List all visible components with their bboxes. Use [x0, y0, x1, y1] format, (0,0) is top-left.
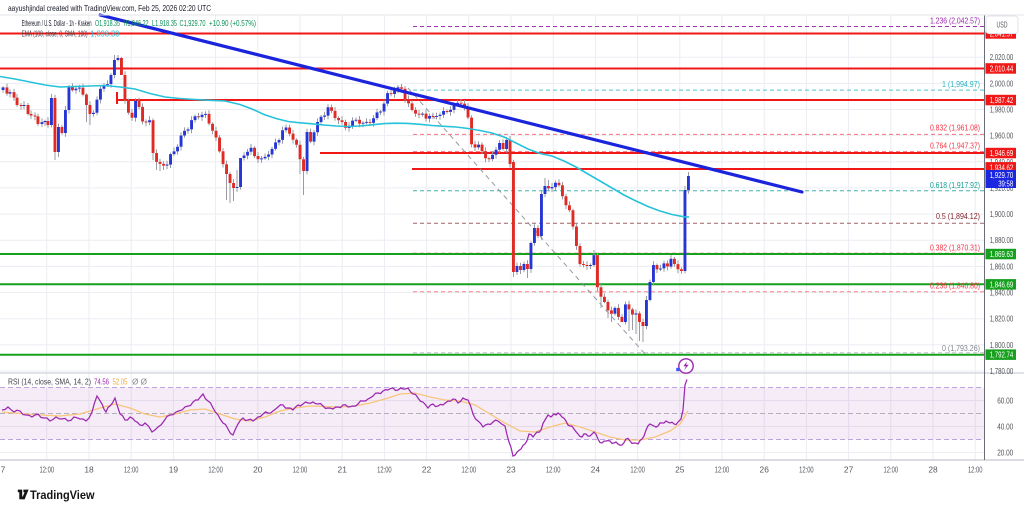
svg-text:21: 21 — [338, 465, 348, 475]
svg-text:39:58: 39:58 — [998, 180, 1013, 189]
svg-text:1,898.30: 1,898.30 — [90, 28, 119, 38]
svg-text:12:00: 12:00 — [377, 465, 392, 475]
svg-text:40.00: 40.00 — [997, 422, 1013, 432]
svg-text:12:00: 12:00 — [884, 465, 899, 475]
svg-text:27: 27 — [844, 465, 854, 475]
svg-text:18: 18 — [84, 465, 94, 475]
svg-text:26: 26 — [760, 465, 770, 475]
svg-text:1,987.42: 1,987.42 — [990, 95, 1014, 105]
svg-text:1,820.00: 1,820.00 — [990, 314, 1014, 324]
svg-text:12:00: 12:00 — [124, 465, 139, 475]
svg-text:0.5 (1,894.12): 0.5 (1,894.12) — [936, 211, 980, 221]
svg-text:24: 24 — [591, 465, 601, 475]
svg-text:1,869.63: 1,869.63 — [990, 249, 1014, 259]
svg-text:12:00: 12:00 — [715, 465, 730, 475]
svg-text:EMA (100, close, 0, SMA, 100): EMA (100, close, 0, SMA, 100) — [22, 28, 88, 38]
svg-text:1,800.00: 1,800.00 — [990, 340, 1014, 350]
svg-text:60.00: 60.00 — [997, 396, 1013, 406]
svg-text:74.56: 74.56 — [94, 377, 109, 387]
svg-text:1,934.62: 1,934.62 — [990, 162, 1014, 172]
svg-text:1,792.74: 1,792.74 — [990, 350, 1014, 360]
svg-text:USD: USD — [997, 20, 1008, 30]
svg-text:+10.90 (+0.57%): +10.90 (+0.57%) — [209, 18, 256, 28]
svg-text:aayushjindal created with Trad: aayushjindal created with TradingView.co… — [8, 4, 211, 13]
svg-text:20: 20 — [253, 465, 263, 475]
svg-text:0.618 (1,917.92): 0.618 (1,917.92) — [930, 180, 980, 190]
svg-text:1,880.00: 1,880.00 — [990, 235, 1014, 245]
svg-text:1,960.00: 1,960.00 — [990, 131, 1014, 141]
svg-text:1,780.00: 1,780.00 — [990, 366, 1014, 376]
svg-text:52.05: 52.05 — [113, 377, 128, 387]
svg-text:12:00: 12:00 — [40, 465, 55, 475]
svg-text:7: 7 — [1, 465, 6, 475]
svg-text:Ø Ø: Ø Ø — [132, 377, 147, 387]
svg-text:0.832 (1,961.08): 0.832 (1,961.08) — [930, 123, 980, 133]
svg-text:12:00: 12:00 — [462, 465, 477, 475]
svg-text:O1,918.35: O1,918.35 — [95, 18, 120, 28]
svg-text:C1,929.70: C1,929.70 — [180, 18, 206, 28]
svg-text:12:00: 12:00 — [293, 465, 308, 475]
svg-text:12:00: 12:00 — [208, 465, 223, 475]
svg-text:1.236 (2,042.57): 1.236 (2,042.57) — [930, 16, 980, 26]
svg-text:2,000.00: 2,000.00 — [990, 78, 1014, 88]
svg-text:1,846.69: 1,846.69 — [990, 279, 1014, 289]
svg-text:Ethereum / U.S. Dollar - 1h -: Ethereum / U.S. Dollar - 1h - Kraken — [22, 18, 92, 28]
svg-text:12:00: 12:00 — [630, 465, 645, 475]
svg-text:RSI (14, close, SMA, 14, 2): RSI (14, close, SMA, 14, 2) — [8, 377, 91, 387]
svg-text:1,946.69: 1,946.69 — [990, 148, 1014, 158]
svg-text:1,980.00: 1,980.00 — [990, 105, 1014, 115]
svg-text:1 (1,994.97): 1 (1,994.97) — [942, 79, 980, 89]
svg-text:1,840.00: 1,840.00 — [990, 288, 1014, 298]
svg-text:2,010.44: 2,010.44 — [990, 64, 1014, 74]
svg-text:TradingView: TradingView — [30, 488, 95, 502]
svg-text:12:00: 12:00 — [546, 465, 561, 475]
svg-text:H1,946.22: H1,946.22 — [124, 18, 149, 28]
svg-text:23: 23 — [506, 465, 516, 475]
svg-text:2,020.00: 2,020.00 — [990, 52, 1014, 62]
svg-text:1,900.00: 1,900.00 — [990, 209, 1014, 219]
svg-text:28: 28 — [928, 465, 938, 475]
svg-text:0.236 (1,840.80): 0.236 (1,840.80) — [930, 281, 980, 291]
svg-text:0.764 (1,947.37): 0.764 (1,947.37) — [930, 141, 980, 151]
svg-text:22: 22 — [422, 465, 432, 475]
svg-text:L1,918.35: L1,918.35 — [152, 18, 177, 28]
svg-text:1,860.00: 1,860.00 — [990, 261, 1014, 271]
svg-text:25: 25 — [675, 465, 685, 475]
svg-text:12:00: 12:00 — [799, 465, 814, 475]
svg-text:20.00: 20.00 — [997, 448, 1013, 458]
svg-text:19: 19 — [169, 465, 179, 475]
svg-text:0 (1,793.26): 0 (1,793.26) — [942, 343, 980, 353]
svg-text:12:00: 12:00 — [968, 465, 983, 475]
svg-text:1,940.00: 1,940.00 — [990, 157, 1014, 167]
svg-text:1,929.70: 1,929.70 — [990, 170, 1014, 180]
svg-text:0.382 (1,870.31): 0.382 (1,870.31) — [930, 243, 980, 253]
